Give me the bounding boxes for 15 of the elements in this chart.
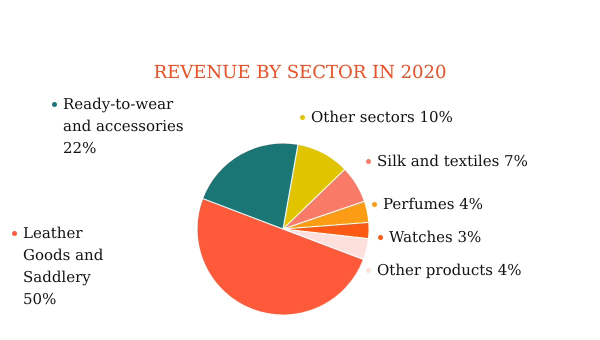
data-label: 4%: [459, 195, 484, 213]
legend-label: Silk and textiles: [377, 152, 500, 170]
legend-label: Watches: [389, 228, 453, 246]
data-label: 4%: [498, 261, 522, 279]
data-label: 3%: [458, 228, 482, 246]
data-label: 50%: [23, 290, 56, 308]
data-label: 10%: [419, 108, 453, 126]
legend-label: Other products: [377, 261, 493, 279]
legend-label: Other sectors: [311, 108, 415, 126]
legend-label: Ready-to-wear and accessories: [63, 95, 184, 135]
chart-title: REVENUE BY SECTOR IN 2020: [152, 62, 448, 83]
legend-label: Perfumes: [383, 195, 454, 213]
legend-label: Leather Goods and Saddlery: [23, 224, 104, 286]
data-label: 7%: [504, 152, 528, 170]
data-label: 22%: [63, 139, 96, 157]
